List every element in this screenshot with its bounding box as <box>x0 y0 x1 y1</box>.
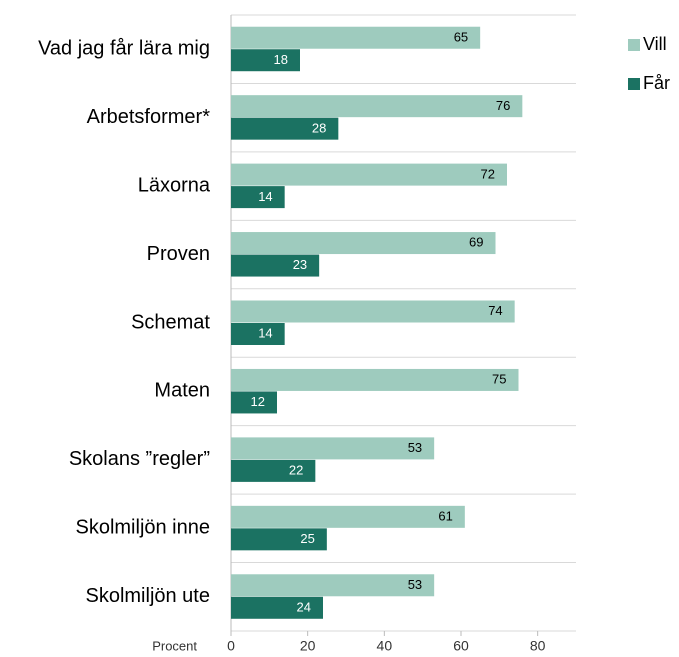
x-tick-label: 60 <box>453 638 469 654</box>
bar <box>231 163 507 186</box>
x-tick-label: 0 <box>227 638 235 654</box>
bar <box>231 574 435 597</box>
bar <box>231 323 285 345</box>
bar <box>231 437 435 460</box>
x-tick-label: 40 <box>377 638 393 654</box>
bar <box>231 117 339 140</box>
bar <box>231 95 523 118</box>
legend-swatch <box>628 39 640 51</box>
value-label: 18 <box>274 52 288 67</box>
bar <box>231 300 515 323</box>
x-tick-label: 20 <box>300 638 316 654</box>
bar <box>231 459 316 482</box>
category-label: Skolans ”regler” <box>69 448 210 470</box>
value-label: 72 <box>481 166 495 181</box>
bar <box>231 186 285 209</box>
bar <box>231 528 327 551</box>
bar <box>231 254 320 277</box>
category-label: Maten <box>154 380 210 402</box>
value-label: 65 <box>454 29 468 44</box>
x-tick-label: 80 <box>530 638 546 654</box>
bar <box>231 596 323 619</box>
category-label: Vad jag får lära mig <box>38 38 210 60</box>
category-label: Schemat <box>131 311 210 333</box>
value-label: 61 <box>438 509 452 524</box>
legend-label: Får <box>643 73 670 93</box>
legend-swatch <box>628 78 640 90</box>
bar <box>231 49 300 72</box>
value-label: 28 <box>312 120 326 135</box>
bar <box>231 368 519 391</box>
value-label: 75 <box>492 372 506 387</box>
category-label: Arbetsformer* <box>87 106 211 128</box>
category-label: Läxorna <box>138 174 211 196</box>
value-label: 22 <box>289 463 303 478</box>
bar <box>231 26 481 49</box>
bar <box>231 505 465 528</box>
category-label: Skolmiljön ute <box>85 585 210 607</box>
category-label: Skolmiljön inne <box>75 517 210 539</box>
value-label: 14 <box>258 326 272 341</box>
value-label: 14 <box>258 189 272 204</box>
value-label: 76 <box>496 98 510 113</box>
value-label: 69 <box>469 235 483 250</box>
value-label: 12 <box>251 394 265 409</box>
value-label: 23 <box>293 257 307 272</box>
value-label: 24 <box>297 599 311 614</box>
value-label: 25 <box>300 531 314 546</box>
bar <box>231 391 277 414</box>
value-label: 74 <box>488 303 502 318</box>
bar <box>231 232 496 255</box>
value-label: 53 <box>408 440 422 455</box>
value-label: 53 <box>408 577 422 592</box>
x-axis-label: Procent <box>152 638 197 653</box>
category-label: Proven <box>147 243 210 265</box>
legend-label: Vill <box>643 34 667 54</box>
